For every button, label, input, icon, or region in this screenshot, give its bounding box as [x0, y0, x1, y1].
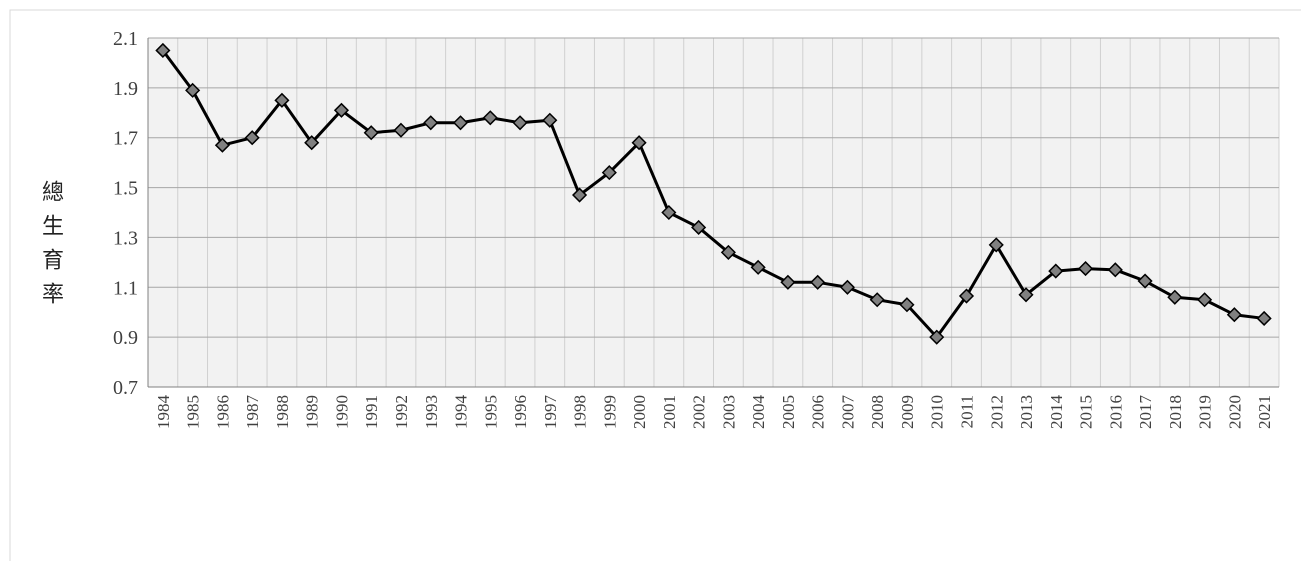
x-tick-label: 1992 [392, 395, 411, 429]
marker [572, 187, 588, 203]
x-tick-label: 2020 [1225, 395, 1244, 429]
marker [780, 274, 796, 290]
x-tick-label: 1997 [541, 395, 560, 430]
marker [661, 204, 677, 221]
marker [363, 125, 379, 141]
x-tick-label: 2010 [928, 395, 947, 429]
y-tick-label: 2.1 [113, 28, 138, 50]
x-tick-label: 1998 [571, 395, 590, 429]
x-tick-label: 2012 [987, 395, 1006, 429]
marker [1018, 287, 1034, 303]
marker [155, 42, 171, 59]
x-tick-label: 1995 [481, 395, 500, 429]
marker [512, 115, 528, 131]
y-tick-label: 0.9 [113, 327, 138, 349]
x-tick-label: 2000 [630, 395, 649, 429]
x-tick-label: 2001 [660, 395, 679, 429]
marker [1226, 307, 1242, 323]
x-tick-label: 2018 [1166, 395, 1185, 429]
marker [988, 237, 1004, 253]
x-tick-label: 2014 [1047, 395, 1066, 430]
marker [393, 122, 409, 138]
x-tick-label: 2009 [898, 395, 917, 429]
marker [1137, 273, 1153, 289]
marker [304, 135, 320, 151]
x-tick-label: 2011 [957, 395, 976, 428]
y-tick-label: 1.1 [113, 277, 138, 299]
x-tick-label: 2007 [838, 395, 857, 430]
marker [750, 259, 766, 275]
x-tick-label: 1984 [154, 395, 173, 430]
marker [452, 115, 469, 131]
chart-border [9, 9, 1301, 561]
x-tick-label: 2019 [1196, 395, 1215, 429]
marker [929, 329, 945, 345]
marker [899, 297, 915, 313]
marker [839, 279, 855, 295]
x-tick-label: 1991 [362, 395, 381, 429]
marker [1197, 292, 1213, 308]
x-tick-label: 2015 [1077, 395, 1096, 429]
y-tick-label: 1.9 [113, 78, 138, 100]
y-tick-label: 1.7 [113, 128, 138, 150]
x-tick-label: 2004 [749, 395, 768, 430]
x-tick-label: 2002 [690, 395, 709, 429]
y-axis-label: 總生育率 [38, 180, 63, 316]
marker [601, 165, 617, 181]
x-tick-label: 1996 [511, 395, 530, 429]
x-tick-label: 1994 [452, 395, 471, 430]
x-tick-label: 1988 [273, 395, 292, 429]
x-tick-label: 2006 [809, 395, 828, 429]
marker [691, 219, 707, 236]
marker [869, 292, 885, 308]
marker [958, 288, 975, 304]
x-tick-label: 1990 [332, 395, 351, 429]
marker [720, 244, 736, 260]
marker [1048, 263, 1064, 279]
marker [1107, 262, 1123, 278]
x-tick-label: 2003 [719, 395, 738, 429]
x-tick-label: 1987 [243, 395, 262, 430]
x-tick-label: 2017 [1136, 395, 1155, 430]
y-tick-label: 1.5 [113, 178, 138, 200]
x-tick-label: 2008 [868, 395, 887, 429]
marker [542, 112, 558, 128]
marker [333, 102, 350, 118]
x-tick-label: 2005 [779, 395, 798, 429]
x-tick-label: 2016 [1106, 395, 1125, 429]
marker [274, 92, 290, 108]
marker [185, 82, 201, 98]
marker [1256, 310, 1272, 327]
y-tick-label: 0.7 [113, 377, 138, 399]
marker [810, 274, 826, 290]
x-tick-label: 1986 [213, 395, 232, 429]
x-tick-label: 2021 [1255, 395, 1274, 429]
marker [631, 135, 647, 151]
marker [214, 137, 230, 153]
x-tick-label: 1999 [600, 395, 619, 429]
marker [482, 110, 498, 126]
x-tick-label: 2013 [1017, 395, 1036, 429]
marker [423, 115, 439, 131]
y-tick-label: 1.3 [113, 227, 138, 249]
x-tick-label: 1989 [303, 395, 322, 429]
x-tick-label: 1993 [422, 395, 441, 429]
marker [1167, 289, 1183, 305]
marker [1077, 261, 1094, 277]
x-tick-label: 1985 [184, 395, 203, 429]
marker [244, 130, 260, 146]
